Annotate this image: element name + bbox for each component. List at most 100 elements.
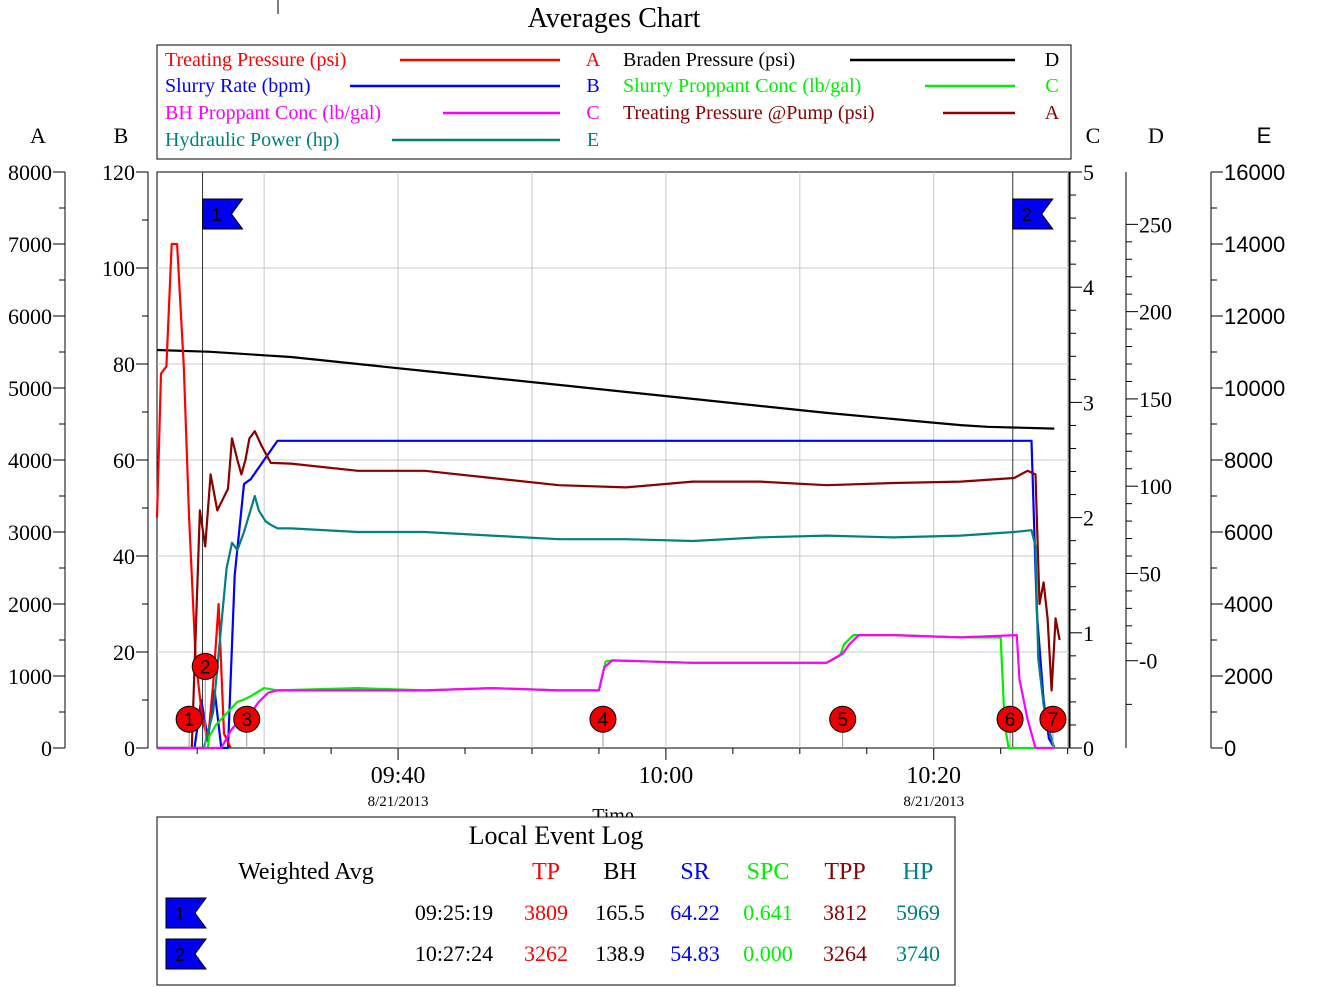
log-value: 5969 <box>896 900 940 925</box>
x-tick-label: 10:00 <box>639 763 694 789</box>
flag-label: 1 <box>212 205 222 225</box>
axis-tick-label: 50 <box>1139 561 1161 586</box>
flag-marker <box>1012 198 1054 230</box>
axis-tick-label: 8000 <box>1224 448 1273 473</box>
log-time: 09:25:19 <box>415 900 493 925</box>
log-time: 10:27:24 <box>415 941 493 966</box>
legend-label: Treating Pressure (psi) <box>165 49 346 71</box>
axis-tick-label: 0 <box>41 736 52 761</box>
event-marker <box>1039 705 1067 733</box>
event-layer: 1 2 3 4 5 6 7 <box>175 652 1067 748</box>
axis-a: A 0 1000 2000 3000 4000 5000 6000 7000 8000 <box>8 123 66 761</box>
event-label: 5 <box>837 710 848 731</box>
axis-tick-label: 200 <box>1139 300 1172 325</box>
axis-tick-label: 0 <box>124 736 135 761</box>
legend-label: BH Proppant Conc (lb/gal) <box>165 102 381 124</box>
event-marker <box>589 705 617 733</box>
grid <box>157 172 1069 748</box>
axis-tick-label: 5 <box>1083 160 1094 185</box>
log-header: TPP <box>824 859 865 885</box>
log-header: HP <box>903 859 934 885</box>
log-value: 0.000 <box>743 941 793 966</box>
axis-tick-label: 100 <box>1139 474 1172 499</box>
legend-label: Slurry Rate (bpm) <box>165 75 311 97</box>
series-line <box>156 348 1055 430</box>
axis-tick-label: 3000 <box>8 520 52 545</box>
axis-tick-label: 8000 <box>8 160 52 185</box>
flag-marker <box>202 198 244 230</box>
series-layer <box>155 242 1061 750</box>
series-line <box>157 494 1056 750</box>
axis-tick-label: 6000 <box>1224 520 1273 545</box>
legend-axis-letter: D <box>1045 49 1059 71</box>
legend-axis-letter: A <box>1045 102 1060 124</box>
event-label: 3 <box>241 710 252 731</box>
axis-tick-label: 0 <box>1083 736 1094 761</box>
axis-title: D <box>1148 123 1164 148</box>
event-marker <box>175 705 203 733</box>
series-line <box>157 633 1055 750</box>
x-tick-label: 10:20 <box>906 763 961 789</box>
series-line <box>155 242 232 749</box>
chart-title: Averages Chart <box>528 3 701 34</box>
x-tick-date: 8/21/2013 <box>368 794 429 810</box>
axis-tick-label: 16000 <box>1224 160 1285 185</box>
axis-tick-label: 1000 <box>8 664 52 689</box>
log-header: TP <box>532 859 560 885</box>
legend-label: Hydraulic Power (hp) <box>165 129 339 151</box>
axis-c: C 0 1 2 3 4 5 <box>1069 123 1101 761</box>
axis-tick-label: 10000 <box>1224 376 1285 401</box>
axis-tick-label: 100 <box>102 256 135 281</box>
legend-frame <box>156 44 1072 160</box>
log-value: 3740 <box>896 941 940 966</box>
event-log-frame <box>156 816 956 986</box>
x-tick-date: 8/21/2013 <box>903 794 964 810</box>
event-log-title: Local Event Log <box>469 821 644 850</box>
legend: Treating Pressure (psi) A Braden Pressure … <box>156 44 1072 160</box>
log-header: SPC <box>747 859 790 885</box>
log-value: 3812 <box>823 900 867 925</box>
log-value: 138.9 <box>595 941 645 966</box>
event-label: 7 <box>1048 710 1059 731</box>
log-flag-label: 1 <box>175 904 185 924</box>
axis-tick-label: 250 <box>1139 212 1172 237</box>
legend-label: Slurry Proppant Conc (lb/gal) <box>623 75 861 97</box>
axis-tick-label: 2 <box>1083 506 1094 531</box>
log-flag-label: 2 <box>175 945 185 965</box>
axis-tick-label: 12000 <box>1224 304 1285 329</box>
event-label: 4 <box>598 710 609 731</box>
axis-tick-label: 20 <box>113 640 135 665</box>
axis-e: E 0 2000 4000 6000 8000 10000 12000 14000 16000 <box>1210 123 1285 761</box>
axis-tick-label: 14000 <box>1224 232 1285 257</box>
legend-axis-letter: B <box>586 75 599 97</box>
axis-tick-label: 4000 <box>1224 592 1273 617</box>
event-log: Local Event Log Weighted Avg TP BH SR SPC TPP… <box>156 816 956 986</box>
legend-label: Treating Pressure @Pump (psi) <box>623 102 875 124</box>
event-marker <box>191 652 219 680</box>
axes: A010002000300040005000600070008000B02040… <box>8 123 1285 761</box>
event-label: 1 <box>184 710 195 731</box>
legend-axis-letter: E <box>587 129 599 151</box>
flag-label: 2 <box>1022 205 1032 225</box>
event-marker <box>996 705 1024 733</box>
log-header: Weighted Avg <box>238 859 374 885</box>
legend-label: Braden Pressure (psi) <box>623 49 795 71</box>
axis-title: B <box>114 123 129 148</box>
event-marker <box>233 705 261 733</box>
log-value: 3262 <box>524 941 568 966</box>
axis-title: C <box>1086 123 1101 148</box>
log-value: 165.5 <box>595 900 645 925</box>
event-label: 6 <box>1005 710 1016 731</box>
legend-axis-letter: C <box>586 102 599 124</box>
log-flag <box>165 938 207 970</box>
flag-lines <box>202 172 1014 748</box>
axis-tick-label: 7000 <box>8 232 52 257</box>
axis-tick-label: 3 <box>1083 390 1094 415</box>
axis-tick-label: 120 <box>102 160 135 185</box>
log-value: 0.641 <box>743 900 793 925</box>
log-value: 3264 <box>823 941 867 966</box>
log-flag <box>165 897 207 929</box>
